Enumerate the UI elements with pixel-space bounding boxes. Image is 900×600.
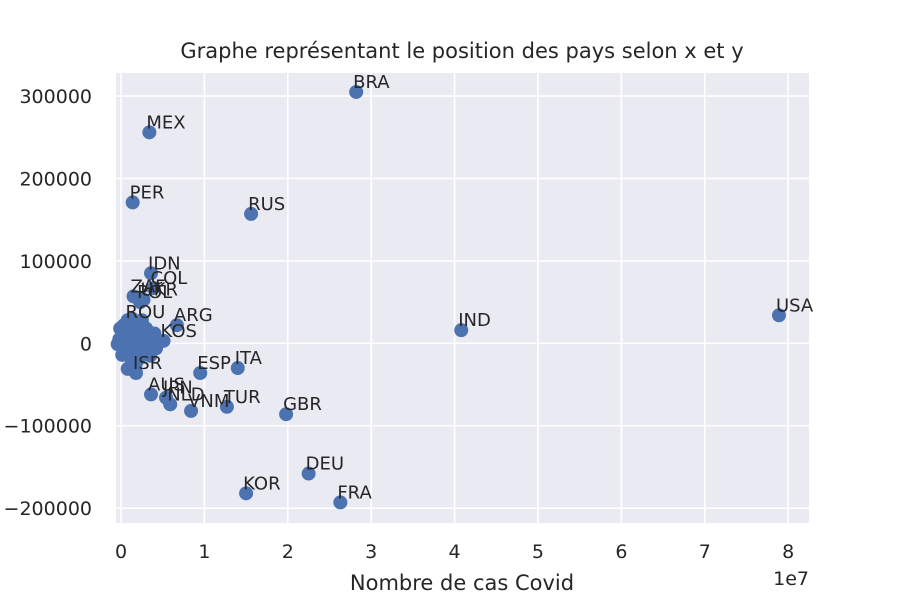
data-point <box>142 125 157 140</box>
y-tick-label: 100000 <box>19 251 92 273</box>
point-label: VNM <box>188 391 229 412</box>
data-point <box>193 366 208 380</box>
x-tick-label: 0 <box>115 541 127 563</box>
chart-title: Graphe représentant le position des pays… <box>180 39 743 63</box>
point-label: BRA <box>353 72 390 93</box>
point-label: FRA <box>337 482 372 503</box>
point-label: IND <box>458 310 491 331</box>
point-label: JPN <box>162 378 193 399</box>
point-label: ESP <box>197 353 231 374</box>
point-label: ARG <box>174 305 213 326</box>
x-tick-label: 2 <box>282 541 294 563</box>
y-tick-label: 300000 <box>19 86 92 108</box>
data-point <box>301 466 316 481</box>
point-label: POL <box>137 282 172 303</box>
data-point <box>110 337 125 352</box>
x-tick-label: 6 <box>615 541 627 563</box>
data-point <box>134 313 149 328</box>
data-point <box>230 361 245 376</box>
x-tick-label: 4 <box>449 541 461 563</box>
data-point <box>125 195 140 210</box>
x-tick-label: 7 <box>699 541 711 563</box>
data-point <box>129 356 144 371</box>
x-tick-label: 3 <box>365 541 377 563</box>
point-label: PER <box>130 182 165 203</box>
grid-lines <box>116 73 809 523</box>
data-point <box>163 397 178 412</box>
data-point <box>239 486 254 501</box>
point-label: KOS <box>161 321 197 342</box>
data-points <box>110 84 786 510</box>
point-label: ZAF <box>131 276 166 297</box>
y-tick-label: −200000 <box>4 498 92 520</box>
point-label: KOR <box>243 473 281 494</box>
point-label: UKR <box>141 280 179 301</box>
point-label: GBR <box>283 394 322 415</box>
data-point <box>349 84 364 99</box>
x-axis-offset-label: 1e7 <box>773 568 809 590</box>
data-point <box>146 281 161 296</box>
x-tick-label: 1 <box>198 541 210 563</box>
data-point <box>147 326 162 341</box>
point-label: IDN <box>148 253 181 274</box>
plot-background <box>116 73 809 523</box>
data-point <box>149 341 164 356</box>
data-point <box>144 266 159 281</box>
x-tick-label: 8 <box>782 541 794 563</box>
data-point <box>115 347 130 362</box>
point-label: RUS <box>248 194 285 215</box>
point-label: NLD <box>167 384 204 405</box>
point-label: TUR <box>223 387 261 408</box>
y-tick-label: −100000 <box>4 416 92 438</box>
point-label: COL <box>151 268 188 289</box>
point-label: ITA <box>235 348 263 369</box>
point-label: USA <box>776 295 814 316</box>
point-label: ISR <box>133 353 162 374</box>
y-tick-label: 200000 <box>19 168 92 190</box>
point-label: MEX <box>146 112 185 133</box>
point-label: DEU <box>306 454 344 475</box>
data-point <box>184 403 199 418</box>
point-label: ROU <box>126 302 166 323</box>
x-axis-ticks: 0 1 2 3 4 5 6 7 8 <box>115 541 794 563</box>
data-point <box>144 387 159 402</box>
y-tick-label: 0 <box>80 333 92 355</box>
x-axis-label: Nombre de cas Covid <box>350 571 574 595</box>
point-label: AUS <box>148 374 185 395</box>
data-point <box>169 318 184 333</box>
data-point <box>771 308 786 323</box>
data-point <box>136 292 151 307</box>
x-tick-label: 5 <box>532 541 544 563</box>
data-point <box>244 206 259 221</box>
data-point <box>279 407 294 422</box>
y-axis-ticks: −200000 −100000 0 100000 200000 300000 <box>4 86 92 520</box>
data-point <box>333 495 348 510</box>
data-point <box>219 399 234 414</box>
data-point <box>454 323 469 338</box>
